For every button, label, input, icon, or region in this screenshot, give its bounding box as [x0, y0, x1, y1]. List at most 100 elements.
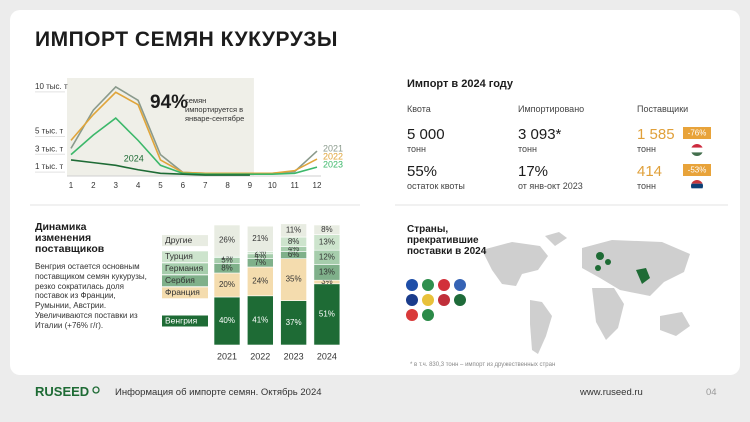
- bar-segment: [213, 296, 241, 346]
- y-tick-label: 5 тыс. т: [35, 127, 64, 136]
- x-tick-label: 2021: [217, 351, 237, 361]
- value-label: 40%: [219, 316, 235, 325]
- badge: [683, 164, 711, 176]
- x-tick-label: 2023: [284, 351, 304, 361]
- bar-segment: [313, 283, 341, 346]
- value-label: 13%: [319, 268, 335, 277]
- stat-unit: от янв-окт 2023: [518, 181, 583, 191]
- x-tick-label: 2: [91, 181, 96, 190]
- value-label: 2%: [255, 248, 267, 257]
- footer-url: www.ruseed.ru: [580, 387, 643, 398]
- footer-caption: Информация об импорте семян. Октябрь 202…: [115, 387, 322, 398]
- x-tick-label: 10: [268, 181, 277, 190]
- stat-header: Импортировано: [518, 104, 585, 114]
- value-label: 51%: [319, 310, 335, 319]
- bar-segment: [213, 224, 241, 257]
- bar-segment: [247, 295, 274, 346]
- value-label: 11%: [286, 226, 301, 235]
- page-title: ИМПОРТ СЕМЯН КУКУРУЗЫ: [35, 28, 338, 51]
- value-label: 4%: [288, 244, 300, 253]
- x-tick-label: 12: [313, 181, 322, 190]
- bar-segment: [280, 258, 307, 301]
- value-label: 6%: [288, 250, 300, 259]
- x-tick-label: 1: [69, 181, 74, 190]
- change-badge: -53%: [688, 166, 707, 175]
- value-label: 7%: [255, 258, 267, 267]
- series-label: 2021: [323, 143, 343, 153]
- legend-swatch: [162, 251, 208, 263]
- bar-segment: [247, 225, 274, 252]
- legend-label: Германия: [165, 263, 204, 273]
- stat-unit: тонн: [637, 181, 656, 191]
- x-tick-label: 2022: [250, 351, 270, 361]
- bar-segment: [213, 272, 241, 298]
- x-tick-label: 6: [181, 181, 186, 190]
- x-tick-label: 5: [158, 181, 163, 190]
- value-label: 8%: [321, 225, 333, 234]
- value-label: 13%: [319, 238, 335, 247]
- stat-unit: тонн: [637, 144, 656, 154]
- y-tick-label: 1 тыс. т: [35, 162, 64, 171]
- badge: [683, 127, 711, 139]
- series-label: 2023: [323, 159, 343, 169]
- value-label: 20%: [219, 280, 235, 289]
- flag-serbia: [691, 180, 703, 192]
- stat-header: Квота: [407, 104, 431, 114]
- value-label: 12%: [319, 253, 335, 262]
- x-tick-label: 8: [225, 181, 230, 190]
- brand-mark: [92, 386, 100, 394]
- value-label: 8%: [221, 263, 233, 272]
- bar-segment: [247, 266, 274, 297]
- series-label: 2022: [323, 151, 343, 161]
- stat-value: 55%: [407, 163, 438, 180]
- stat-header: Поставщики: [637, 104, 689, 114]
- bar-segment: [313, 224, 341, 235]
- value-label: 5%: [221, 256, 233, 265]
- x-tick-label: 4: [136, 181, 141, 190]
- bar-segment: [280, 300, 307, 346]
- world-map: [482, 232, 690, 354]
- x-tick-label: 9: [248, 181, 253, 190]
- line-series: [70, 117, 318, 176]
- legend-label: Венгрия: [165, 315, 198, 325]
- stats-title: Импорт в 2024 году: [407, 78, 514, 90]
- flags: [406, 279, 466, 321]
- stat-unit: тонн: [407, 144, 426, 154]
- change-badge: -76%: [688, 129, 707, 138]
- legend-label: Другие: [165, 235, 192, 245]
- value-label: 35%: [286, 275, 302, 284]
- dynamics-text: Венгрия остается основным поставщиком се…: [35, 262, 147, 330]
- flag-hungary: [691, 144, 703, 156]
- highlighted-countries: [595, 252, 650, 284]
- annotation-value: 94%: [150, 92, 189, 113]
- dynamics-title: Динамика изменения поставщиков: [35, 221, 105, 255]
- legend-label: Франция: [165, 287, 200, 297]
- annotation-text: семян импортируется в январе-сентябре: [185, 96, 245, 123]
- stopped-title: Страны, прекратившие поставки в 2024: [407, 224, 487, 257]
- stat-unit: тонн: [518, 144, 537, 154]
- legend-swatch: [162, 275, 208, 287]
- footnote: * в т.ч. 830,3 тонн – импорт из дружеств…: [410, 362, 556, 368]
- stat-value: 5 000: [407, 126, 445, 143]
- legend-label: Турция: [165, 251, 193, 261]
- y-tick-label: 3 тыс. т: [35, 144, 64, 153]
- series-label: 2024: [124, 154, 144, 164]
- page-number: 04: [706, 387, 717, 398]
- value-label: 3%: [321, 277, 333, 286]
- y-tick-label: 10 тыс. т: [35, 82, 68, 91]
- value-label: 37%: [286, 318, 302, 327]
- legend-swatch: [162, 315, 208, 327]
- legend-swatch: [162, 263, 208, 275]
- value-label: 24%: [252, 277, 268, 286]
- stat-value: 414: [637, 163, 663, 180]
- line-series: [70, 159, 250, 176]
- legend-swatch: [162, 287, 208, 299]
- brand: RUSEED: [35, 384, 90, 399]
- stat-value: 1 585: [637, 126, 675, 143]
- x-tick-label: 2024: [317, 351, 337, 361]
- stat-value: 17%: [518, 163, 549, 180]
- legend-swatch: [162, 235, 208, 247]
- legend-label: Сербия: [165, 275, 195, 285]
